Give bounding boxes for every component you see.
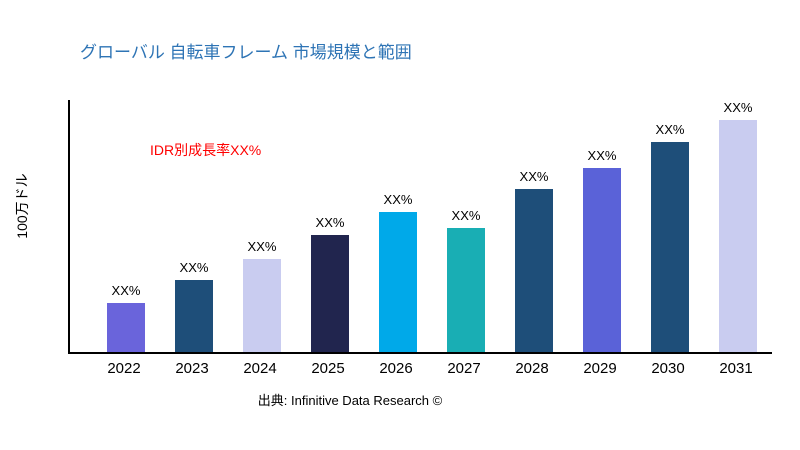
bar-slot-2024: XX% bbox=[230, 100, 295, 352]
bar-2022 bbox=[107, 303, 145, 352]
bar-value-label: XX% bbox=[451, 208, 481, 223]
bar-slot-2026: XX% bbox=[366, 100, 431, 352]
bar-value-label: XX% bbox=[383, 192, 413, 207]
bar-2031 bbox=[719, 120, 757, 352]
bar-2028 bbox=[515, 189, 553, 352]
x-tick-2025: 2025 bbox=[311, 360, 345, 377]
bar-slot-2025: XX% bbox=[298, 100, 363, 352]
growth-rate-annotation: IDR別成長率XX% bbox=[150, 142, 262, 158]
x-tick-2027: 2027 bbox=[447, 360, 481, 377]
bar-slot-2029: XX% bbox=[570, 100, 635, 352]
bar-2030 bbox=[651, 142, 689, 352]
bar-2029 bbox=[583, 168, 621, 352]
bar-slot-2023: XX% bbox=[162, 100, 227, 352]
bar-value-label: XX% bbox=[315, 215, 345, 230]
bar-2026 bbox=[379, 212, 417, 352]
x-tick-2029: 2029 bbox=[583, 360, 617, 377]
x-tick-2022: 2022 bbox=[107, 360, 141, 377]
x-ticks: 2022 2023 2024 2025 2026 2027 2028 2029 2030 2031 bbox=[68, 360, 770, 377]
bar-value-label: XX% bbox=[179, 260, 209, 275]
x-tick-2024: 2024 bbox=[243, 360, 277, 377]
y-axis-label: 100万ドル bbox=[14, 173, 30, 239]
bars: XX% XX% XX% XX% XX% XX% XX% XX% XX% XX% bbox=[70, 100, 772, 352]
bar-slot-2027: XX% bbox=[434, 100, 499, 352]
bar-2025 bbox=[311, 235, 349, 352]
bar-2027 bbox=[447, 228, 485, 352]
bar-slot-2022: XX% bbox=[94, 100, 159, 352]
bar-value-label: XX% bbox=[723, 100, 753, 115]
bar-value-label: XX% bbox=[655, 122, 685, 137]
x-tick-2028: 2028 bbox=[515, 360, 549, 377]
x-tick-2026: 2026 bbox=[379, 360, 413, 377]
bar-2024 bbox=[243, 259, 281, 352]
x-tick-2031: 2031 bbox=[719, 360, 753, 377]
source-caption: 出典: Infinitive Data Research © bbox=[257, 393, 443, 408]
x-tick-2023: 2023 bbox=[175, 360, 209, 377]
bar-value-label: XX% bbox=[587, 148, 617, 163]
x-tick-2030: 2030 bbox=[651, 360, 685, 377]
chart-title: グローバル 自転車フレーム 市場規模と範囲 bbox=[80, 43, 412, 62]
bar-slot-2028: XX% bbox=[502, 100, 567, 352]
bar-slot-2030: XX% bbox=[638, 100, 703, 352]
bar-value-label: XX% bbox=[111, 283, 141, 298]
plot-area: XX% XX% XX% XX% XX% XX% XX% XX% XX% XX% bbox=[68, 100, 772, 354]
bar-2023 bbox=[175, 280, 213, 352]
bar-value-label: XX% bbox=[247, 239, 277, 254]
bar-value-label: XX% bbox=[519, 169, 549, 184]
bar-slot-2031: XX% bbox=[706, 100, 771, 352]
